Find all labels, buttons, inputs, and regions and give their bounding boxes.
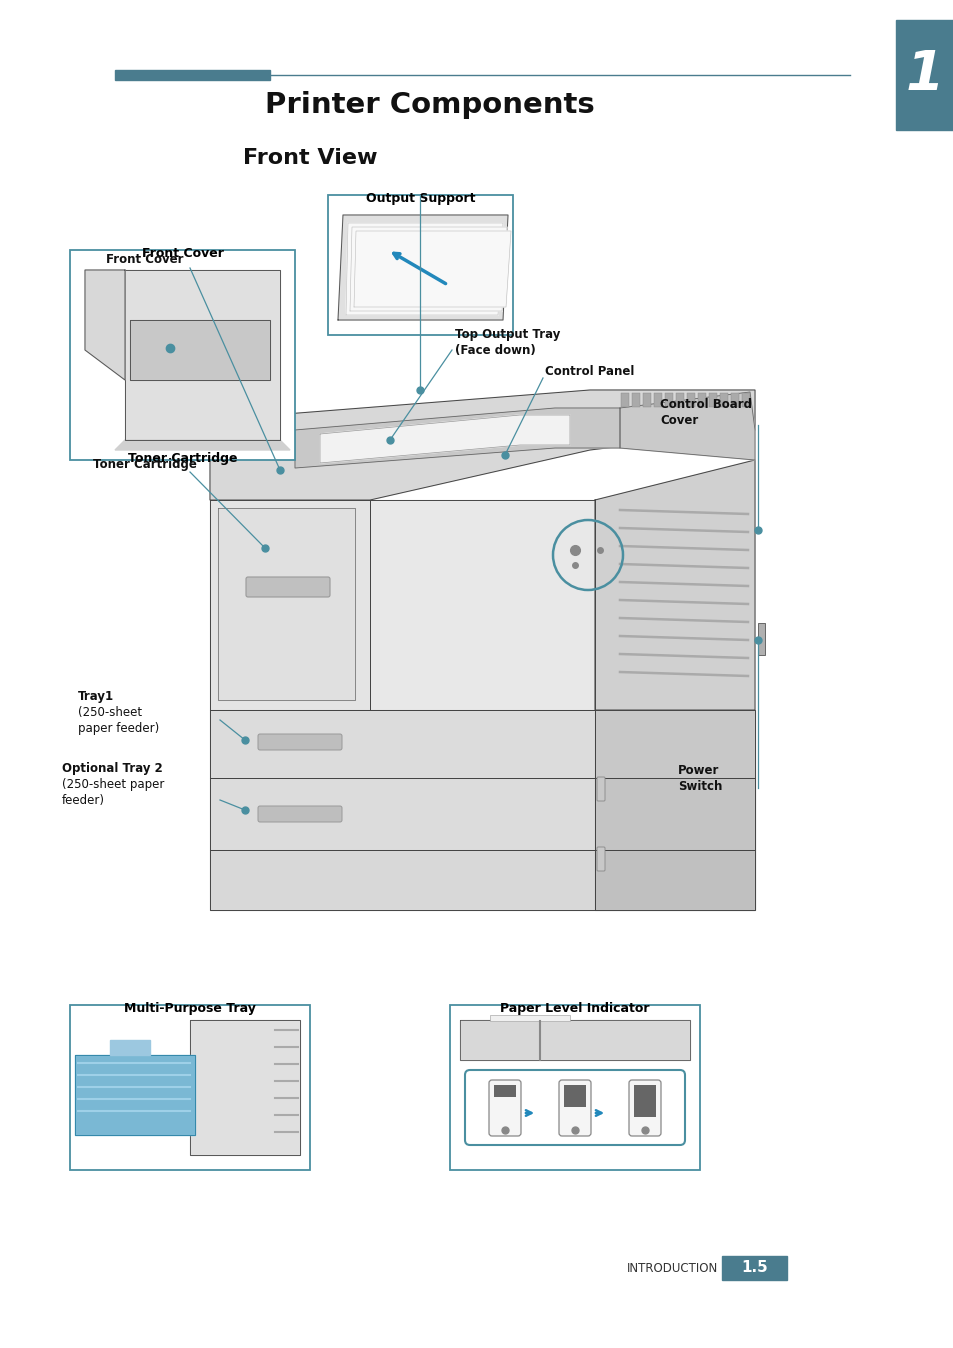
Polygon shape [350,226,506,311]
FancyBboxPatch shape [246,577,330,597]
Text: Control Panel: Control Panel [544,365,634,377]
Text: INTRODUCTION: INTRODUCTION [626,1262,718,1274]
Bar [721,1256,786,1281]
Bar [676,394,683,407]
Polygon shape [210,390,754,500]
Text: Toner Cartridge: Toner Cartridge [128,452,237,465]
FancyBboxPatch shape [464,1070,684,1144]
Text: Front View: Front View [242,148,376,168]
Text: Toner Cartridge: Toner Cartridge [93,458,196,470]
Text: Tray1: Tray1 [78,690,114,704]
Bar [490,1015,569,1020]
Polygon shape [595,851,754,910]
Polygon shape [619,392,754,460]
FancyBboxPatch shape [257,735,341,749]
Polygon shape [354,231,511,307]
FancyBboxPatch shape [597,847,604,871]
Polygon shape [294,408,619,468]
Bar [758,623,764,655]
FancyBboxPatch shape [597,776,604,801]
Polygon shape [110,1041,150,1055]
Bar [328,195,513,336]
Polygon shape [210,851,595,910]
Bar [563,1085,585,1107]
Bar [642,394,650,407]
Text: Control Board
Cover: Control Board Cover [659,398,751,427]
Bar [698,394,705,407]
Text: Optional Tray 2: Optional Tray 2 [62,762,163,775]
FancyBboxPatch shape [628,1080,660,1136]
Text: Multi-Purpose Tray: Multi-Purpose Tray [124,1002,255,1015]
Polygon shape [115,439,290,450]
Polygon shape [218,508,355,700]
Bar [70,249,294,460]
Bar [741,394,749,407]
Polygon shape [75,1055,194,1135]
Bar [730,394,739,407]
Polygon shape [85,270,125,380]
Text: Front Cover: Front Cover [141,247,223,260]
FancyBboxPatch shape [558,1080,590,1136]
Text: Top Output Tray
(Face down): Top Output Tray (Face down) [455,328,559,357]
Bar [631,394,639,407]
Bar [634,1085,656,1117]
Polygon shape [337,214,507,319]
Polygon shape [125,270,280,439]
Bar [654,394,661,407]
Text: Output Support: Output Support [365,191,475,205]
Bar [620,394,628,407]
Text: (250-sheet paper
feeder): (250-sheet paper feeder) [62,778,164,807]
Bar [115,70,270,80]
Bar [708,394,717,407]
Text: Front Cover: Front Cover [106,253,184,266]
Text: 1: 1 [904,49,943,102]
Bar [494,1085,516,1097]
FancyBboxPatch shape [257,806,341,822]
Polygon shape [346,222,502,315]
Polygon shape [190,1020,299,1155]
Text: 1.5: 1.5 [740,1260,767,1275]
Polygon shape [595,710,754,778]
Polygon shape [595,778,754,851]
Text: Paper Level Indicator: Paper Level Indicator [499,1002,649,1015]
Text: (250-sheet
paper feeder): (250-sheet paper feeder) [78,706,159,735]
Polygon shape [210,710,595,778]
Polygon shape [130,319,270,380]
Bar [450,1006,700,1170]
Polygon shape [370,500,595,710]
Polygon shape [319,415,569,462]
Polygon shape [459,1020,689,1060]
Bar [720,394,727,407]
Text: Power
Switch: Power Switch [678,764,721,793]
Polygon shape [595,460,754,710]
Bar [70,1006,310,1170]
Polygon shape [210,778,595,851]
Polygon shape [895,20,953,129]
Bar [664,394,672,407]
FancyBboxPatch shape [489,1080,520,1136]
Bar [686,394,695,407]
Polygon shape [210,500,370,710]
Text: Printer Components: Printer Components [265,92,595,119]
